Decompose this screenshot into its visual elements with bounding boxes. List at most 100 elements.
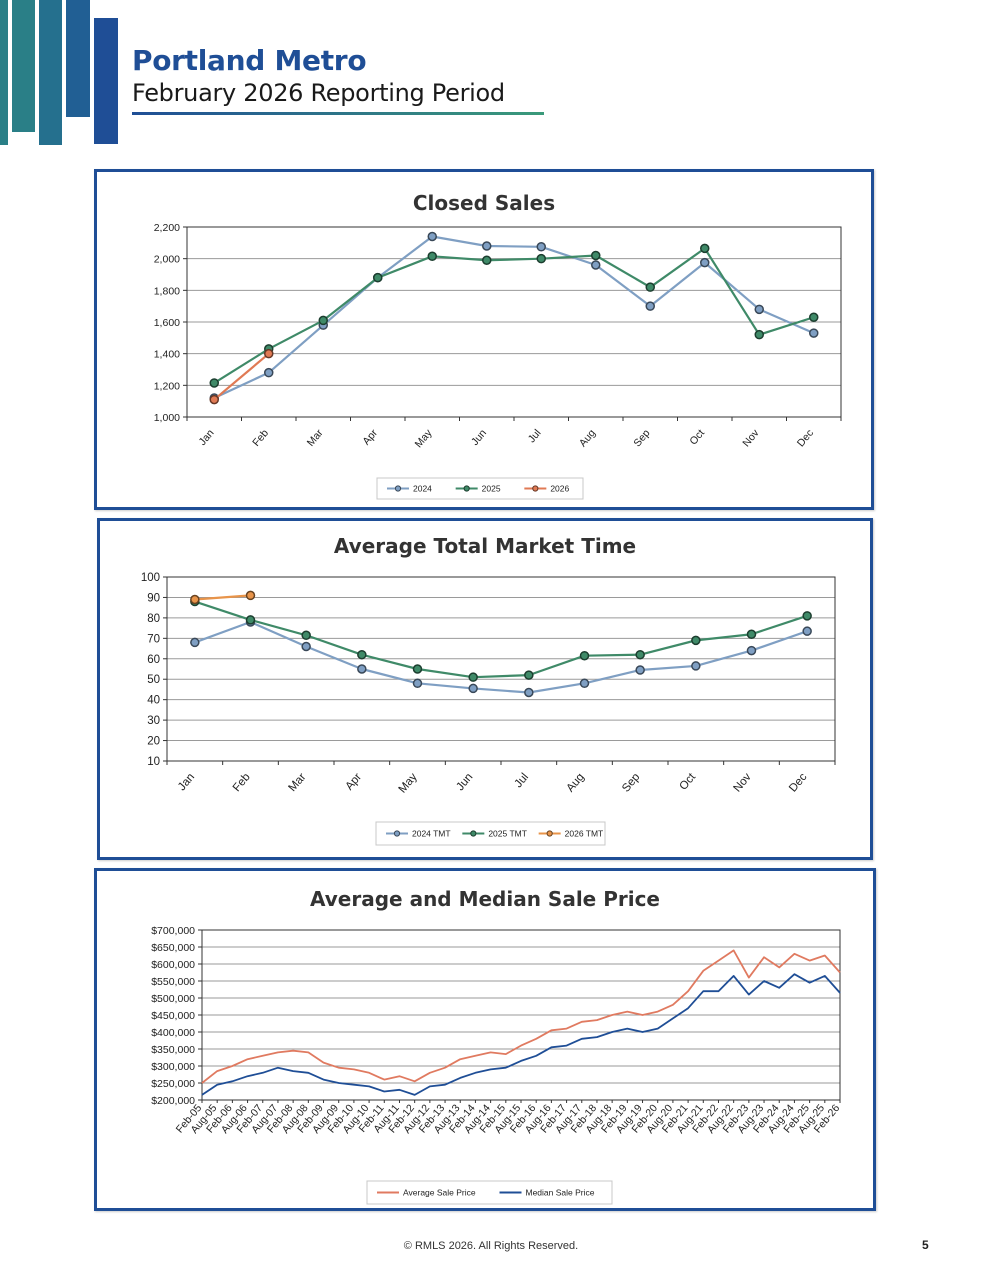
data-point [579,650,590,661]
data-point [802,611,812,621]
y-tick-label: 70 [147,633,160,645]
y-tick-label: $500,000 [151,993,195,1005]
y-tick-label: 20 [147,736,160,748]
legend-label: 2026 TMT [565,829,604,839]
x-tick-label: Jul [526,427,544,445]
plot-area [166,576,836,762]
x-tick-label: Apr [343,771,364,793]
data-point [645,301,655,311]
x-tick-label: Jan [176,771,197,793]
y-tick-label: $350,000 [151,1044,195,1056]
data-point [802,626,812,636]
series-line-2025-tmt [194,600,808,679]
x-tick-label: Mar [287,771,309,794]
y-tick-label: $550,000 [151,976,195,988]
x-tick-label: Feb [231,771,253,794]
x-tick-label: Aug [577,427,598,449]
series-line-2024-tmt [194,620,808,694]
legend-marker [394,485,402,492]
report-period: February 2026 Reporting Period [132,79,505,107]
data-point [536,253,546,264]
y-tick-label: 10 [147,756,160,768]
y-tick-label: 1,800 [154,285,180,297]
data-point [700,243,710,254]
y-tick-label: $300,000 [151,1061,195,1073]
legend-box [376,477,584,500]
y-tick-label: 40 [147,695,160,707]
data-point [245,615,256,625]
data-point [524,687,534,698]
y-tick-label: 60 [147,654,160,666]
data-point [635,665,645,675]
legend-box [366,1180,613,1205]
data-point [264,348,274,359]
x-tick-label: Feb [250,427,271,449]
data-point [482,255,492,265]
legend-marker [532,485,539,492]
x-tick-label: Jun [454,771,475,793]
series-line-average-sale-price [201,949,841,1084]
x-tick-label: Jun [469,427,489,448]
data-point [754,304,764,315]
data-point [427,231,437,242]
data-point [809,312,819,322]
series-line-2026-tmt [194,594,251,601]
decor-bar [0,0,8,145]
legend-marker [470,830,477,837]
y-tick-label: 2,200 [154,222,180,234]
series-line-median-sale-price [201,973,841,1096]
report-header: Portland Metro February 2026 Reporting P… [132,44,505,107]
y-tick-label: 1,200 [154,380,180,392]
data-point [245,590,256,601]
x-tick-label: Dec [795,427,816,449]
market-time-panel: Average Total Market Time 10 20 30 40 50 60 70 8… [97,518,873,860]
x-tick-label: May [397,771,420,796]
x-tick-label: Apr [360,427,380,448]
report-title: Portland Metro [132,44,367,77]
x-tick-label: Dec [787,771,809,795]
y-tick-label: $450,000 [151,1010,195,1022]
y-tick-label: $400,000 [151,1027,195,1039]
x-tick-label: Oct [677,771,698,793]
y-tick-label: $600,000 [151,959,195,971]
y-tick-label: $250,000 [151,1078,195,1090]
closed-sales-panel: Closed Sales 1,000 1,200 1,400 1,600 1,800 2,0… [94,169,874,510]
data-point [635,649,645,660]
chart-title: Average and Median Sale Price [310,887,660,911]
data-point [301,641,311,652]
market-time-chart: Average Total Market Time 10 20 30 40 50 60 70 8… [141,534,836,846]
legend-marker [393,830,401,837]
data-point [645,282,655,292]
y-tick-label: 1,400 [154,349,180,361]
data-point [468,672,478,682]
legend-label: Average Sale Price [403,1188,476,1198]
closed-sales-chart: Closed Sales 1,000 1,200 1,400 1,600 1,800 2,0… [154,191,842,500]
x-tick-label: Jan [196,427,216,448]
data-point [591,250,601,261]
y-tick-label: 90 [147,592,160,604]
y-tick-label: 1,600 [154,317,180,329]
data-point [427,251,437,262]
decor-bar [94,18,118,144]
data-point [412,678,423,689]
data-point [746,645,757,656]
x-tick-label: Jul [512,771,531,790]
data-point [536,242,546,252]
x-tick-label: May [413,427,435,450]
series-line-2026 [213,352,270,401]
decor-bar [12,0,35,132]
legend-label: 2025 [482,484,501,494]
x-tick-label: Oct [687,427,707,447]
legend-label: 2026 [550,484,569,494]
decor-bar [66,0,90,117]
x-tick-label: Mar [305,427,326,449]
legend-label: 2024 TMT [412,829,451,839]
y-tick-label: 30 [147,715,160,727]
x-tick-label: Sep [620,771,642,794]
data-point [700,257,710,268]
data-point [301,630,311,641]
legend-marker [546,830,553,837]
legend-label: 2025 TMT [488,829,527,839]
data-point [209,394,219,405]
